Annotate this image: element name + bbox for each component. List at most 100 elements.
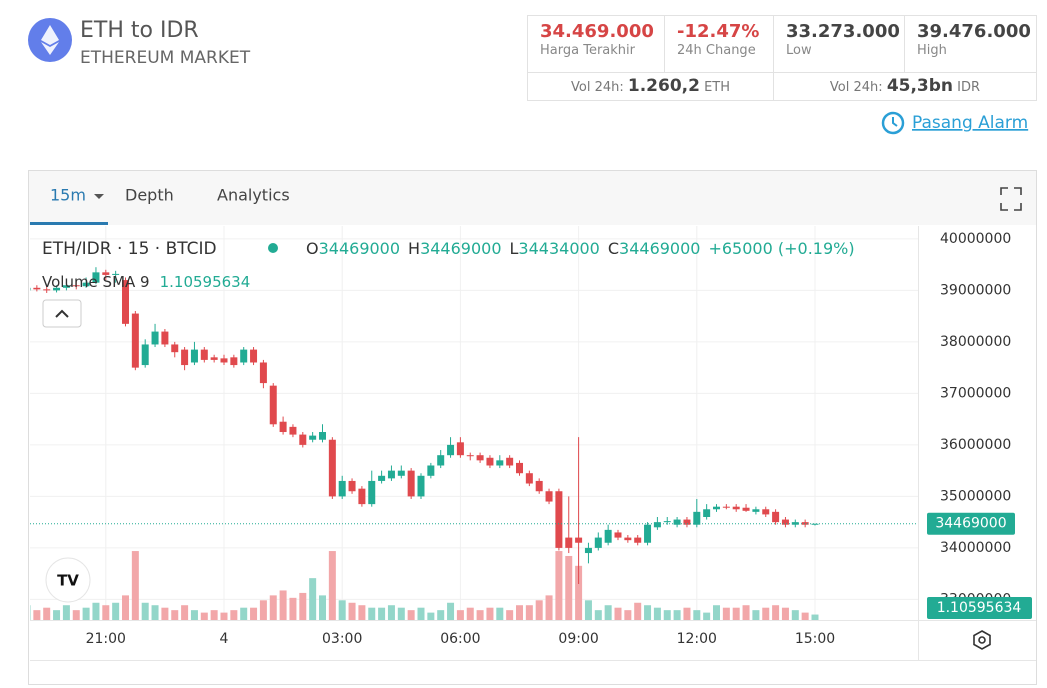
candle-body — [407, 470, 415, 497]
volume-bar — [102, 605, 110, 620]
volume-bar — [328, 551, 336, 620]
candle-body — [634, 537, 642, 543]
candle-body — [82, 282, 90, 287]
volume-bar — [131, 551, 139, 620]
volume-bar — [368, 607, 376, 620]
volume-bar — [604, 605, 612, 620]
tv-logo[interactable] — [45, 557, 91, 603]
candle-body — [604, 529, 612, 543]
tab-caret[interactable] — [94, 194, 104, 199]
candle-body — [181, 349, 189, 366]
candle-body — [506, 457, 514, 466]
candle-body — [33, 287, 41, 290]
tv-logo-glyph: TV — [57, 572, 79, 590]
legend-ohlc-label: L — [510, 239, 519, 258]
volume-bar — [220, 612, 228, 620]
candle-body — [525, 473, 533, 484]
expand-icon[interactable] — [1000, 187, 1022, 211]
chart-panel — [28, 170, 1037, 685]
volume-bar — [456, 610, 464, 620]
candle-body — [476, 455, 484, 461]
tab[interactable]: Analytics — [217, 186, 290, 205]
market-subtitle: ETHEREUM MARKET — [80, 48, 251, 68]
volume-bar — [525, 605, 533, 620]
tab[interactable]: Depth — [125, 186, 174, 205]
volume-bar — [141, 602, 149, 620]
collapse-button[interactable] — [42, 299, 82, 328]
volume-value: 1.260,2 — [627, 76, 700, 96]
stat-label: 24h Change — [677, 43, 756, 58]
x-tick-label: 03:00 — [322, 631, 362, 647]
x-tick-label: 15:00 — [795, 631, 835, 647]
volume-bar — [299, 592, 307, 620]
candle-body — [673, 519, 681, 525]
y-tick-label: 38000000 — [940, 334, 1011, 350]
volume-bar — [673, 610, 681, 620]
volume-bar — [82, 607, 90, 620]
legend-ohlc-value: 34469000 — [420, 239, 501, 258]
candle-body — [30, 287, 31, 291]
volume-bar — [624, 610, 632, 620]
volume-bar — [791, 610, 799, 620]
candle-body — [575, 537, 583, 543]
candle-body — [496, 460, 504, 466]
volume-bar — [644, 605, 652, 620]
candle-body — [289, 426, 297, 435]
volume-bar — [269, 595, 277, 620]
tab[interactable]: 15m — [50, 186, 86, 205]
stat-cell: 34.469.000 Harga Terakhir — [528, 16, 665, 73]
volume-bar — [575, 565, 583, 620]
legend-ohlc-value: 34434000 — [518, 239, 599, 258]
candle-body — [387, 470, 395, 479]
candle-body — [545, 491, 553, 502]
volume-bar — [565, 555, 573, 620]
candle-body — [486, 457, 494, 466]
settings-icon[interactable] — [973, 630, 991, 650]
volume-bar — [72, 610, 80, 620]
volume-label: Vol 24h: — [829, 80, 883, 95]
legend-change: +65000 (+0.19%) — [708, 239, 854, 258]
volume-bar — [437, 610, 445, 620]
candle-body — [53, 287, 61, 291]
candle-body — [309, 435, 317, 440]
volume-bar — [338, 600, 346, 620]
stat-label: Low — [786, 43, 812, 58]
candle-body — [594, 537, 602, 548]
volume-bar — [742, 605, 750, 620]
volume-bar — [30, 605, 31, 620]
alarm-icon-hands — [892, 117, 898, 127]
candle-body — [772, 511, 780, 523]
stat-cell: 39.476.000 High — [905, 16, 1036, 73]
candle-body — [338, 480, 346, 497]
volume-bar — [466, 607, 474, 620]
volume-legend-value: 1.10595634 — [160, 273, 251, 291]
stat-cell: 33.273.000 Low — [774, 16, 905, 73]
volume-value: 45,3bn — [886, 76, 954, 96]
candle-body — [259, 362, 267, 384]
candle-body — [456, 442, 464, 456]
alarm-link[interactable]: Pasang Alarm — [912, 113, 1028, 133]
x-tick-label: 12:00 — [677, 631, 717, 647]
candle-body — [752, 509, 760, 512]
candle-body — [220, 358, 228, 363]
alarm-icon[interactable] — [881, 111, 905, 135]
volume-bar — [781, 607, 789, 620]
volume-bar — [240, 607, 248, 620]
volume-bar — [319, 595, 326, 620]
candle-body — [378, 475, 386, 481]
volume-bar — [811, 614, 819, 620]
candle-body — [683, 519, 691, 525]
volume-cell: Vol 24h: 1.260,2 ETH — [528, 72, 774, 101]
volume-bar — [772, 605, 780, 620]
volume-bar — [427, 612, 435, 620]
volume-bar — [309, 578, 317, 620]
volume-legend: Volume SMA 9 1.10595634 — [42, 273, 250, 291]
candle-body — [722, 506, 730, 508]
volume-bar — [545, 595, 553, 620]
candle-body — [565, 537, 573, 548]
volume-cell: Vol 24h: 45,3bn IDR — [774, 72, 1036, 101]
volume-bar — [210, 610, 218, 620]
candle-body — [131, 313, 139, 368]
stat-label: Harga Terakhir — [540, 43, 635, 58]
volume-bar — [516, 605, 523, 620]
